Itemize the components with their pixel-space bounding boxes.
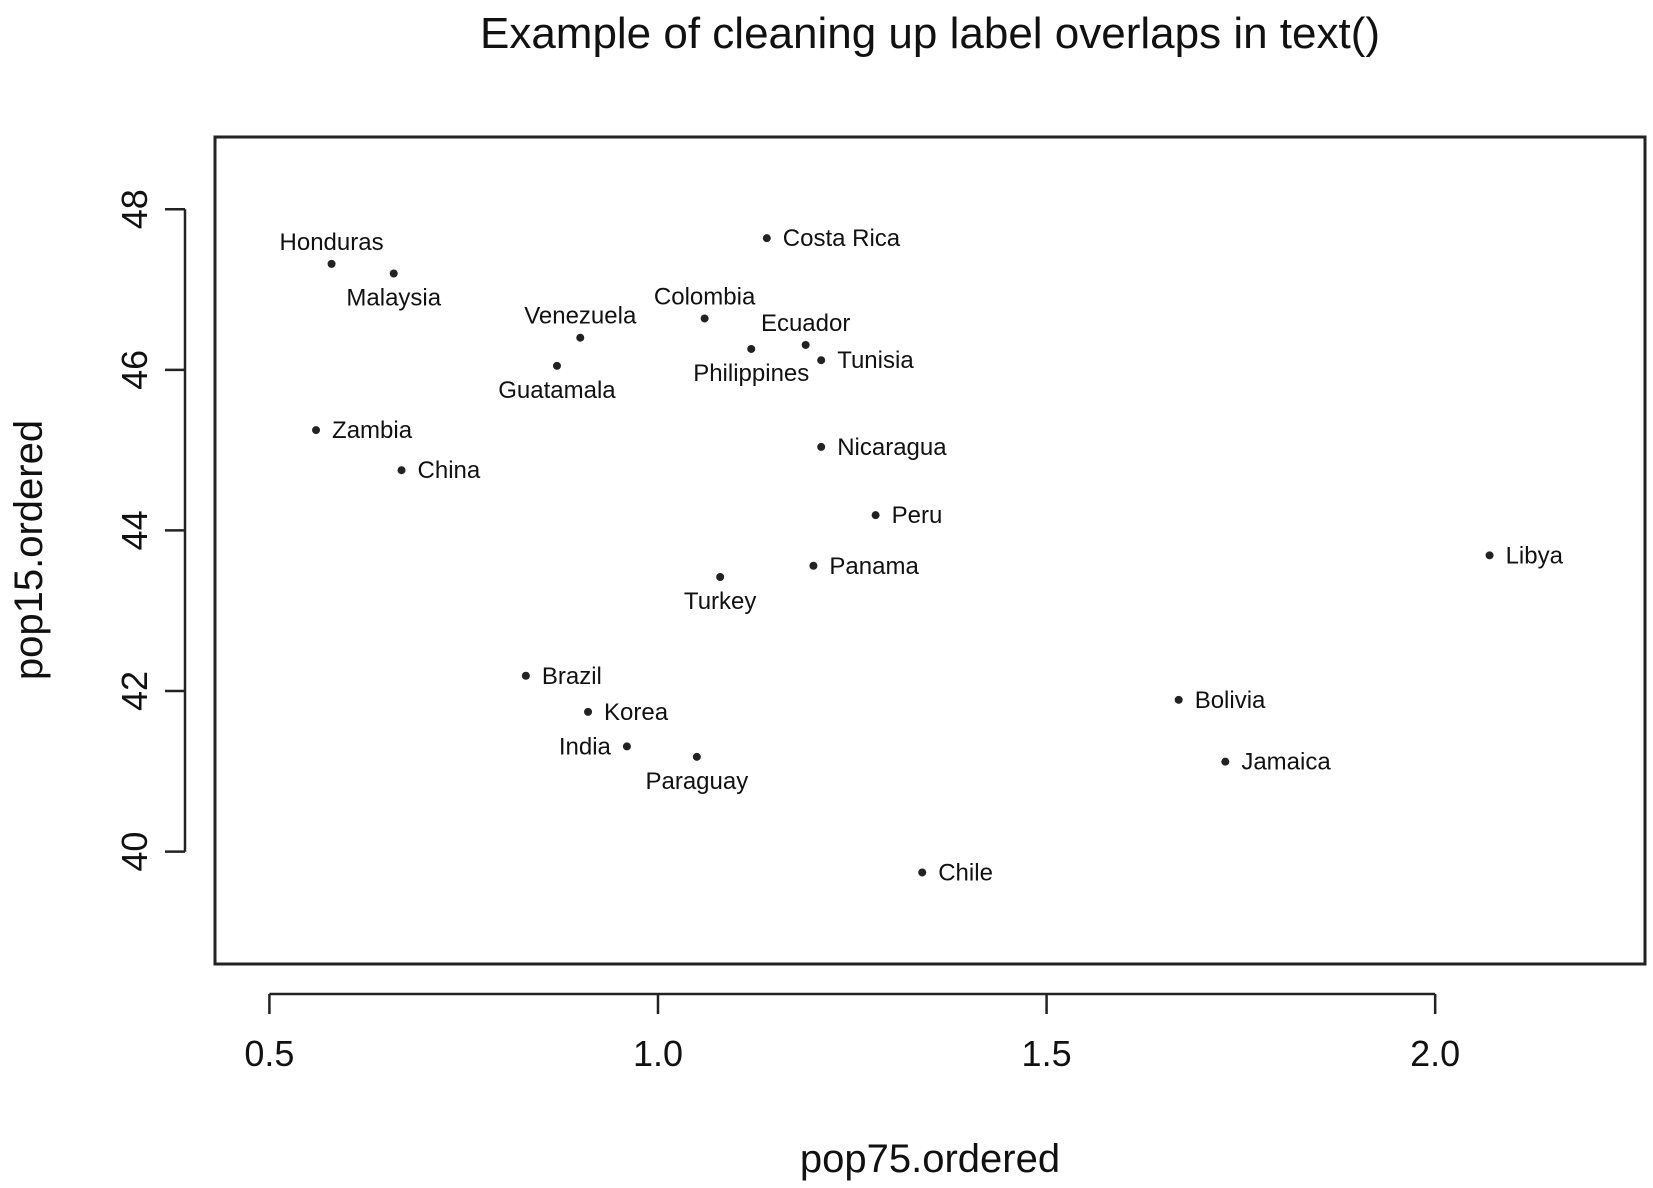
point-labels: Honduras Malaysia Costa Rica Colombia Venezu…: [280, 225, 1564, 886]
data-point: [1174, 695, 1183, 704]
point-label: India: [559, 733, 612, 760]
point-label: Turkey: [684, 588, 756, 615]
y-tick-label: 48: [114, 189, 155, 229]
plot-area-frame: [213, 135, 1647, 966]
data-point: [622, 742, 631, 751]
y-tick-label: 44: [114, 510, 155, 550]
data-point: [552, 361, 561, 370]
x-tick-label: 1.0: [633, 1033, 683, 1074]
point-label: Jamaica: [1241, 749, 1331, 776]
data-point: [389, 269, 398, 278]
data-point: [762, 234, 771, 243]
y-axis: 40 42 44 46 48: [114, 189, 187, 872]
point-label: Tunisia: [837, 347, 914, 374]
y-tick-label: 40: [114, 832, 155, 872]
point-label: Colombia: [654, 283, 756, 310]
data-point: [576, 333, 585, 342]
point-label: Honduras: [280, 229, 384, 256]
point-label: Brazil: [542, 663, 602, 690]
y-tick-label: 42: [114, 671, 155, 711]
point-label: Zambia: [332, 417, 413, 444]
x-tick-label: 1.5: [1022, 1033, 1072, 1074]
x-axis-label: pop75.ordered: [800, 1137, 1060, 1181]
chart-title: Example of cleaning up label overlaps in…: [480, 9, 1380, 58]
point-label: Costa Rica: [783, 225, 901, 252]
data-point: [700, 314, 709, 323]
data-point: [716, 572, 725, 581]
point-label: Korea: [604, 699, 669, 726]
y-axis-label: pop15.ordered: [7, 420, 51, 680]
point-label: Venezuela: [524, 303, 637, 330]
data-point: [584, 707, 593, 716]
data-point: [1485, 551, 1494, 560]
x-axis: 0.5 1.0 1.5 2.0: [244, 992, 1460, 1074]
x-tick-label: 0.5: [244, 1033, 294, 1074]
point-label: Guatamala: [498, 377, 616, 404]
data-point: [1221, 757, 1230, 766]
x-tick-label: 2.0: [1410, 1033, 1460, 1074]
data-point: [312, 426, 321, 435]
point-label: Ecuador: [761, 310, 850, 337]
data-point: [801, 340, 810, 349]
point-label: China: [418, 457, 481, 484]
data-point: [817, 442, 826, 451]
data-point: [817, 356, 826, 365]
data-point: [747, 344, 756, 353]
data-point: [809, 561, 818, 570]
data-point: [397, 466, 406, 475]
point-label: Philippines: [693, 360, 809, 387]
point-label: Paraguay: [645, 768, 748, 795]
data-points: [312, 234, 1494, 877]
data-point: [918, 868, 927, 877]
data-point: [521, 671, 530, 680]
point-label: Malaysia: [346, 284, 441, 311]
data-point: [327, 259, 336, 268]
point-label: Libya: [1506, 542, 1564, 569]
y-tick-label: 46: [114, 350, 155, 390]
data-point: [871, 511, 880, 520]
point-label: Chile: [938, 859, 993, 886]
point-label: Panama: [829, 553, 919, 580]
data-point: [692, 752, 701, 761]
point-label: Bolivia: [1195, 687, 1266, 714]
point-label: Nicaragua: [837, 434, 947, 461]
point-label: Peru: [892, 502, 943, 529]
